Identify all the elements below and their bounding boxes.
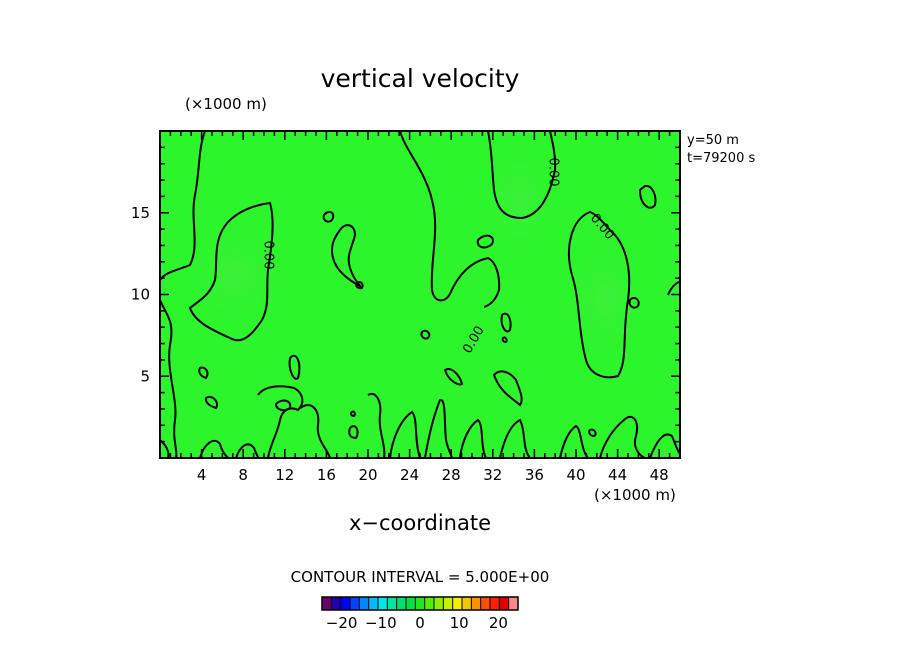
colorbar-swatch: [424, 597, 435, 610]
colorbar-swatch: [508, 597, 519, 610]
y-tick-label: 5: [140, 367, 150, 385]
contour-line: [160, 299, 178, 458]
contour-line: [349, 410, 356, 418]
colorbar-swatch: [368, 597, 379, 610]
contour-lines: [160, 131, 680, 458]
contour-line: [499, 418, 531, 458]
colorbar-tick-label: 0: [415, 614, 425, 632]
x-axis-unit: (×1000 m): [594, 486, 676, 504]
y-tick-label: 15: [131, 204, 150, 222]
colorbar-swatch: [490, 597, 500, 610]
colorbar: [321, 596, 519, 611]
colorbar-swatch: [387, 597, 397, 610]
x-tick-label: 40: [566, 466, 585, 484]
contour-line: [638, 184, 657, 209]
colorbar-swatch: [480, 597, 491, 610]
x-tick-label: 28: [442, 466, 461, 484]
contour-line: [355, 280, 364, 290]
colorbar-tick-label: −10: [365, 614, 397, 632]
contour-line: [399, 131, 501, 308]
contour-line: [492, 370, 523, 407]
colorbar-frame: [321, 596, 519, 611]
contour-line: [501, 336, 508, 344]
x-tick-label: 16: [317, 466, 336, 484]
colorbar-swatch: [499, 597, 509, 610]
contour-line: [459, 418, 487, 458]
y-axis-unit: (×1000 m): [185, 95, 267, 113]
colorbar-swatch: [406, 597, 416, 610]
contour-line: [443, 368, 464, 386]
x-tick-label: 4: [197, 466, 207, 484]
contour-line: [628, 296, 640, 309]
colorbar-swatch: [452, 597, 463, 610]
contour-line: [420, 329, 431, 340]
contour-value-label: 0.00: [546, 158, 561, 187]
colorbar-swatch: [471, 597, 481, 610]
colorbar-swatch: [443, 597, 453, 610]
contour-line: [235, 443, 259, 458]
contour-line: [199, 439, 229, 458]
contour-line: [274, 399, 292, 412]
contour-line: [559, 424, 589, 458]
colorbar-swatch: [396, 597, 407, 610]
contour-line: [188, 201, 274, 342]
annotation-y: y=50 m: [687, 133, 739, 148]
colorbar-swatch: [340, 597, 351, 610]
contour-line: [568, 210, 631, 379]
colorbar-swatch: [415, 597, 425, 610]
x-tick-label: 20: [358, 466, 377, 484]
x-tick-label: 44: [608, 466, 627, 484]
contour-line: [649, 433, 680, 458]
plot-frame: [159, 130, 681, 459]
contour-line: [160, 131, 206, 281]
contour-interval: CONTOUR INTERVAL = 5.000E+00: [291, 568, 550, 586]
colorbar-swatch: [350, 597, 360, 610]
x-tick-label: 48: [650, 466, 669, 484]
contour-line: [500, 312, 512, 333]
contour-line: [476, 234, 494, 249]
x-tick-label: 8: [238, 466, 248, 484]
contour-line: [198, 366, 209, 380]
colorbar-tick-label: −20: [326, 614, 358, 632]
colorbar-tick-label: 10: [450, 614, 469, 632]
contour-line: [487, 131, 557, 220]
colorbar-swatch: [434, 597, 444, 610]
colorbar-swatch: [331, 597, 341, 610]
contour-line: [288, 354, 301, 380]
contour-line: [424, 399, 453, 458]
y-tick-label: 10: [131, 286, 150, 304]
contour-line: [389, 410, 421, 458]
contour-line: [257, 385, 304, 458]
contour-line: [204, 396, 218, 410]
colorbar-swatch: [322, 597, 332, 610]
chart-title: vertical velocity: [321, 64, 520, 93]
contour-line: [367, 392, 386, 458]
colorbar-labels: −20 −10 0 10 20: [326, 614, 508, 632]
contour-line: [348, 425, 359, 440]
contour-line: [330, 224, 363, 289]
colorbar-swatch: [378, 597, 388, 610]
colorbar-swatch: [359, 597, 369, 610]
x-axis-label: x−coordinate: [349, 511, 491, 535]
x-tick-label: 12: [275, 466, 294, 484]
x-tick-label: 24: [400, 466, 419, 484]
contour-line: [588, 428, 597, 438]
contour-line: [322, 210, 335, 223]
contour-value-label: 0.00: [261, 241, 276, 270]
x-tick-label: 32: [483, 466, 502, 484]
x-tick-label: 36: [525, 466, 544, 484]
colorbar-tick-label: 20: [489, 614, 508, 632]
colorbar-swatch: [462, 597, 472, 610]
contour-line: [599, 415, 646, 458]
annotation-t: t=79200 s: [687, 151, 755, 166]
